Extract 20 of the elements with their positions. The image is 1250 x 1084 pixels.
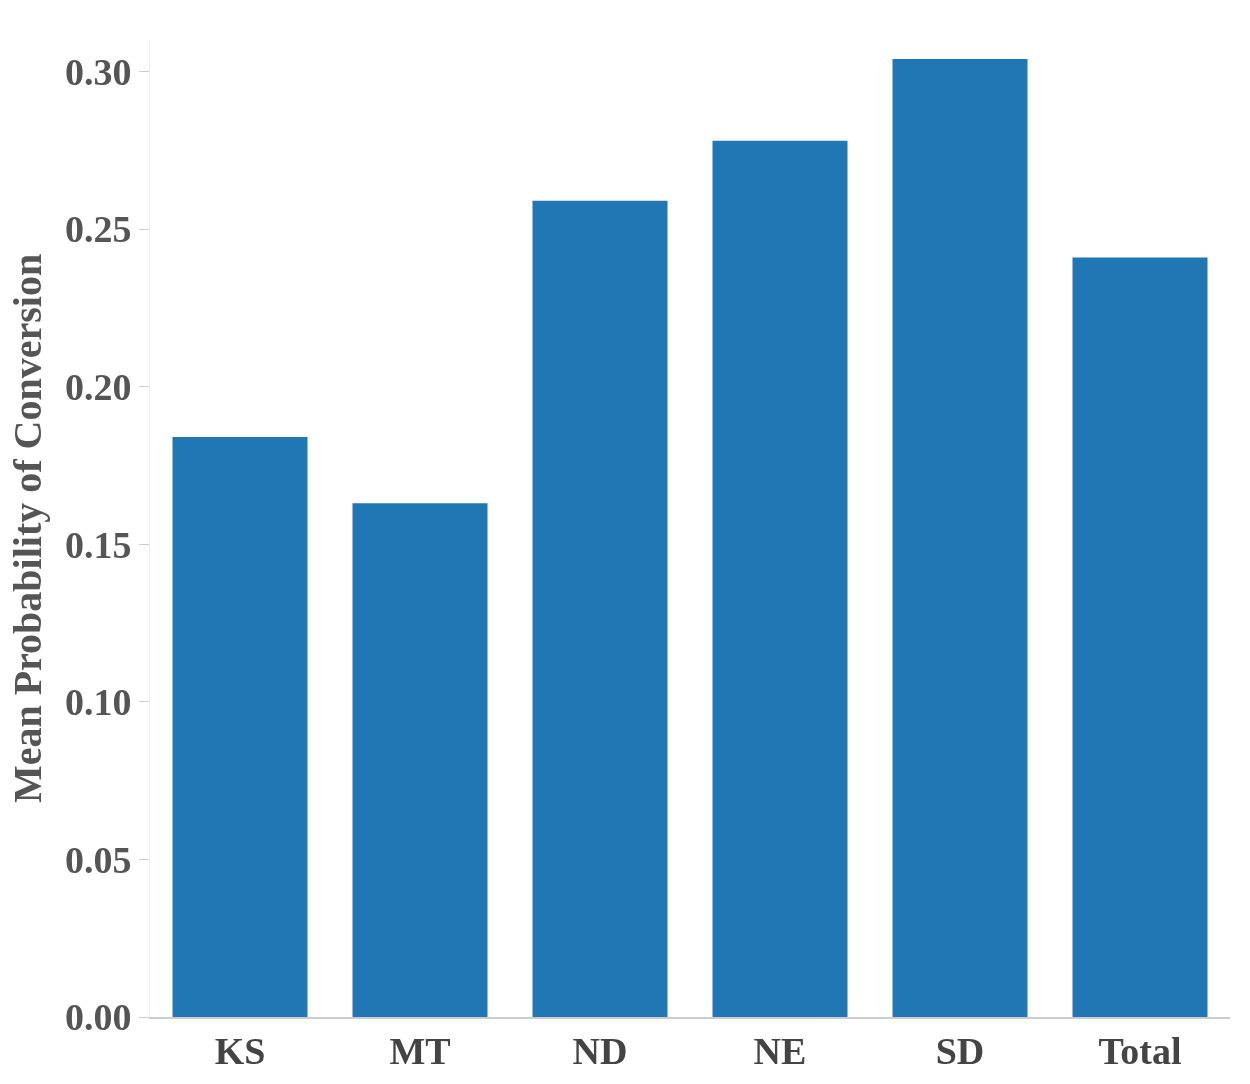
y-tick-label: 0.15 <box>64 523 132 566</box>
y-tick-label: 0.30 <box>64 50 132 93</box>
y-tick-label: 0.20 <box>64 365 132 408</box>
y-tick-label: 0.05 <box>64 838 132 881</box>
x-tick-label: ND <box>572 1030 628 1073</box>
y-tick-label: 0.00 <box>64 996 132 1039</box>
x-tick-label: MT <box>389 1030 451 1073</box>
x-tick-label: SD <box>935 1030 985 1073</box>
x-tick-label: NE <box>753 1030 807 1073</box>
x-tick-label: Total <box>1098 1030 1182 1073</box>
bar <box>532 200 668 1017</box>
y-tick-label: 0.10 <box>64 681 132 724</box>
y-axis-title: Mean Probability of Conversion <box>5 253 51 804</box>
bar <box>1072 257 1208 1017</box>
bar <box>352 503 488 1017</box>
bar <box>712 140 848 1017</box>
bar <box>892 58 1028 1017</box>
y-tick-label: 0.25 <box>64 208 132 251</box>
bar <box>172 437 308 1017</box>
x-tick-label: KS <box>214 1030 266 1073</box>
